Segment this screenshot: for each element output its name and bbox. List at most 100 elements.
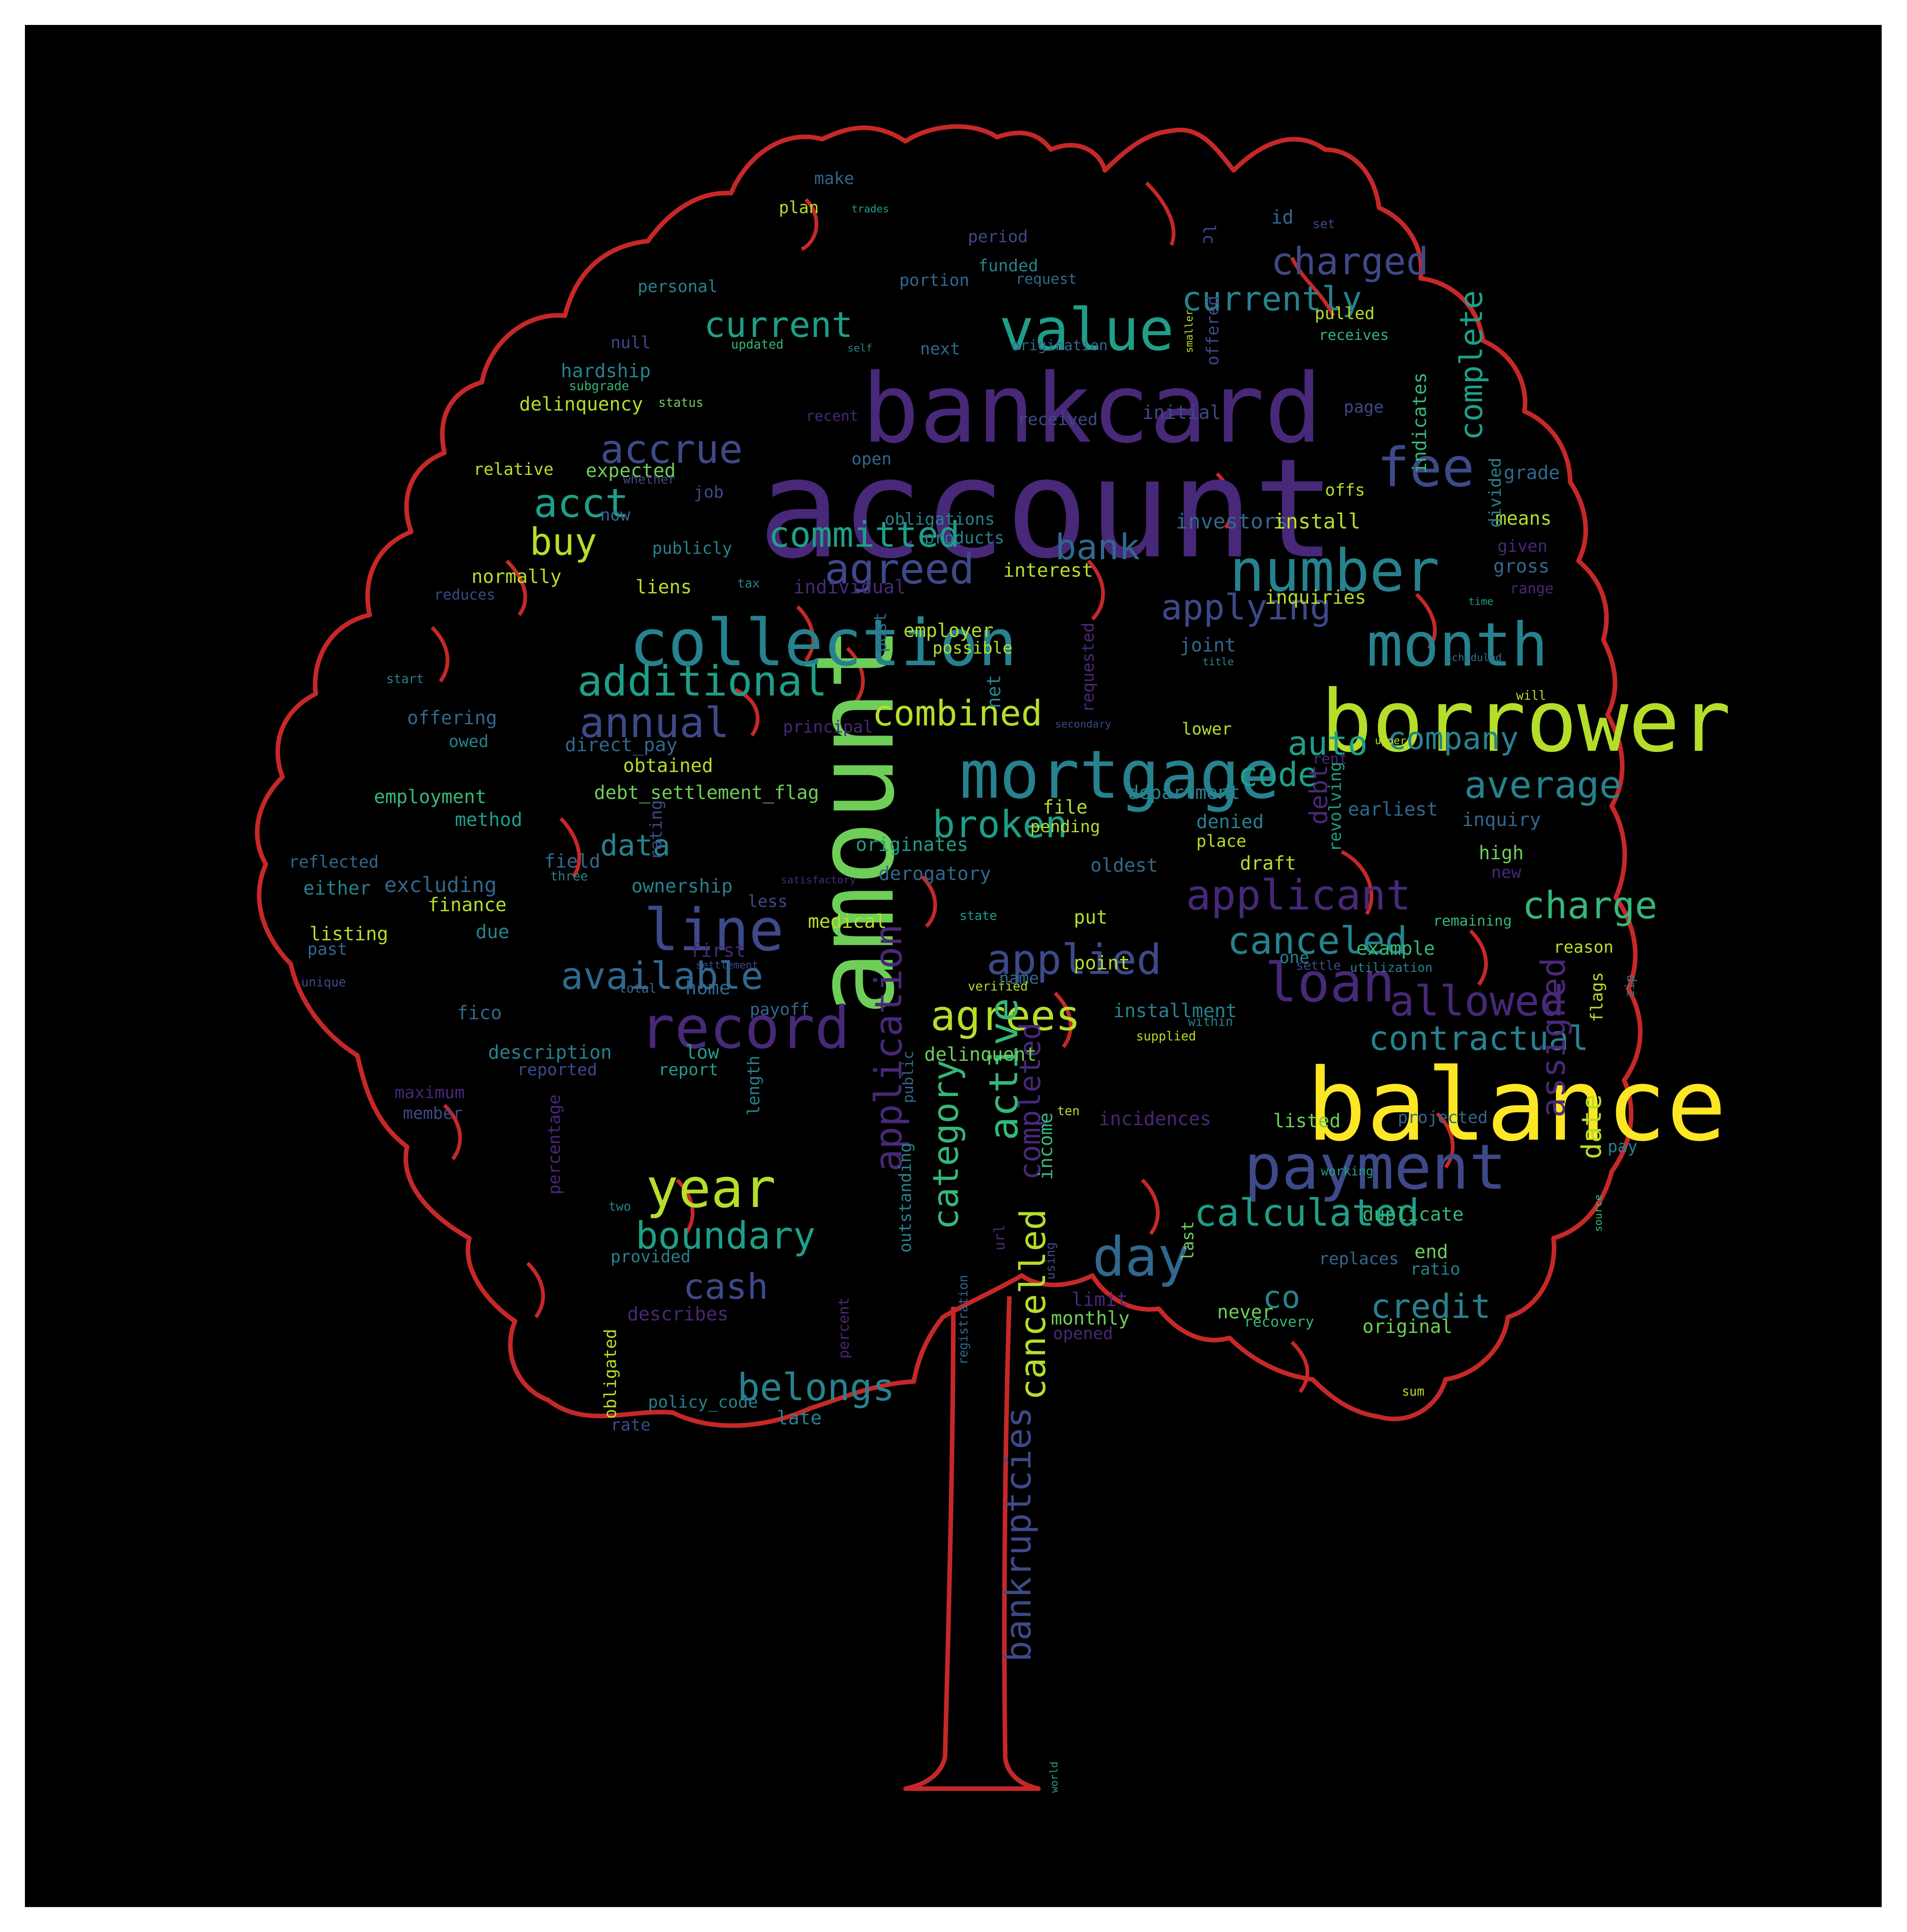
word-duplicate: duplicate (1362, 1203, 1464, 1225)
word-committed: committed (768, 514, 960, 556)
word-home: home (685, 977, 731, 999)
word-put: put (1074, 906, 1108, 928)
word-available: available (561, 954, 763, 998)
word-denied: denied (1196, 811, 1264, 833)
word-oldest: oldest (1090, 854, 1158, 876)
word-pay: pay (1608, 1137, 1638, 1156)
word-net: net (983, 674, 1005, 708)
word-request: request (1016, 271, 1077, 288)
word-public: public (900, 1050, 917, 1103)
word-products: products (924, 528, 1004, 548)
word-using: using (1043, 1242, 1058, 1280)
word-broken: broken (933, 803, 1068, 846)
word-replaces: replaces (1319, 1249, 1399, 1268)
word-offs: offs (1325, 481, 1365, 500)
word-excluding: excluding (384, 873, 497, 897)
word-plan: plan (779, 198, 819, 217)
word-obtained: obtained (623, 755, 713, 777)
word-period: period (968, 227, 1028, 246)
word-combined: combined (872, 693, 1043, 734)
word-additional: additional (577, 657, 828, 705)
word-contractual: contractual (1369, 1019, 1589, 1058)
word-medical: medical (808, 910, 887, 932)
word-annual: annual (579, 698, 730, 747)
word-year: year (646, 1157, 776, 1220)
word-offered: offered (1203, 295, 1222, 366)
word-remaining: remaining (1433, 913, 1512, 929)
word-high: high (1479, 842, 1524, 864)
word-scheduled: scheduled (1446, 651, 1502, 664)
word-file: file (1043, 796, 1088, 818)
word-funded: funded (978, 256, 1038, 275)
tree-outline (255, 124, 1643, 1791)
word-assigned: assigned (1534, 957, 1573, 1118)
word-upper: upper (1375, 735, 1406, 747)
word-hardship: hardship (561, 360, 651, 382)
word-income: income (1035, 1112, 1057, 1180)
word-fico: fico (457, 1002, 502, 1024)
word-working: working (1321, 1164, 1374, 1179)
word-buy: buy (530, 520, 597, 564)
word-publicly: publicly (652, 539, 732, 558)
word-payment: payment (1244, 1131, 1507, 1204)
word-reason: reason (1554, 938, 1614, 957)
word-indicates: indicates (1409, 372, 1431, 474)
word-now: now (600, 506, 631, 525)
word-name: name (999, 969, 1039, 988)
word-recovery: recovery (1244, 1314, 1314, 1330)
word-registration: registration (956, 1275, 971, 1365)
word-url: url (992, 1224, 1008, 1251)
word-three: three (550, 869, 588, 884)
word-new: new (1491, 863, 1522, 882)
word-will: will (1516, 688, 1546, 703)
word-obligations: obligations (885, 510, 995, 529)
word-zip: zip (1623, 974, 1637, 997)
word-policy-code: policy_code (648, 1393, 758, 1412)
word-individual: individual (793, 576, 906, 598)
word-normally: normally (471, 565, 562, 587)
word-projected: projected (1398, 1108, 1488, 1127)
word-set: set (1313, 217, 1335, 231)
word-listing: listing (309, 923, 388, 945)
word-reflected: reflected (289, 853, 379, 872)
word-monthly: monthly (1051, 1307, 1130, 1329)
word-time: time (1468, 595, 1494, 607)
word-given: given (1497, 537, 1548, 556)
word-owed: owed (449, 732, 489, 751)
word-payoff: payoff (750, 1000, 810, 1019)
word-never: never (1217, 1301, 1274, 1323)
tree-trunk-outline (903, 1296, 1041, 1791)
word-investors: investors (1176, 509, 1288, 533)
word-within: within (1188, 1015, 1233, 1029)
word-origination: origination (1011, 337, 1108, 354)
word-bankcard: bankcard (862, 354, 1322, 465)
word-limit: limit (1072, 1288, 1128, 1310)
word-satisfactory: satisfactory (781, 874, 856, 886)
word-whether: whether (623, 472, 676, 487)
word-length: length (744, 1055, 763, 1116)
word-two: two (609, 1200, 631, 1214)
word-installment: installment (1113, 1000, 1237, 1022)
word-debt-settlement-flag: debt_settlement_flag (594, 782, 819, 804)
word-average: average (1464, 763, 1622, 807)
word-updated: updated (731, 337, 784, 352)
word-low: low (685, 1041, 719, 1063)
word-category: category (925, 1059, 967, 1230)
word-value: value (999, 296, 1174, 364)
word-revolving: revolving (1326, 762, 1345, 852)
word-borrower: borrower (1321, 672, 1731, 771)
word-recent: recent (806, 408, 859, 425)
word-last: last (1178, 1221, 1198, 1261)
word-month: month (1367, 610, 1548, 680)
inner-outline-fragments (430, 181, 1488, 1393)
word-day: day (1092, 1225, 1190, 1288)
word-bankruptcies: bankruptcies (998, 1406, 1039, 1662)
word-member: member (403, 1104, 463, 1123)
word-supplied: supplied (1136, 1029, 1196, 1044)
word-boundary: boundary (636, 1214, 816, 1258)
word-date: date (1576, 1094, 1608, 1159)
word-company: company (1387, 720, 1519, 757)
word-received: received (1018, 410, 1098, 429)
word-description: description (488, 1041, 612, 1063)
word-range: range (1510, 580, 1554, 597)
